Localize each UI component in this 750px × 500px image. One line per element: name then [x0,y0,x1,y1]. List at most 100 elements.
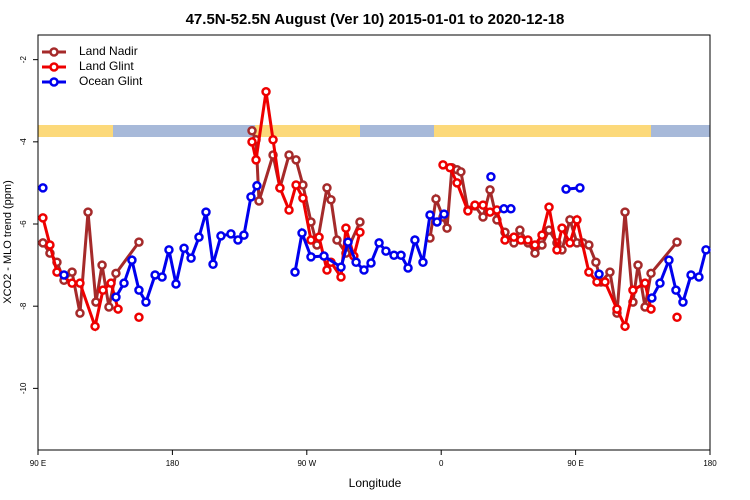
legend-label: Land Glint [79,59,134,73]
series-point [97,260,107,270]
series-point [164,245,174,255]
series-point [612,304,622,314]
series-point [306,235,316,245]
series-point [111,292,121,302]
series-point [592,277,602,287]
series-point [75,278,85,288]
series-line [442,163,653,331]
series-point [552,245,562,255]
series-point [38,183,48,193]
series-point [246,192,256,202]
series-point [620,207,630,217]
series-point [374,238,384,248]
series-point [201,207,211,217]
series-point [403,263,413,273]
y-tick-label: -8 [19,302,28,310]
series-point [119,278,129,288]
series-point [686,270,696,280]
series-point [565,238,575,248]
series-point [664,255,674,265]
series-point [633,260,643,270]
series-point [442,223,452,233]
series-point [326,195,336,205]
series-point [67,278,77,288]
series-point [298,193,308,203]
series-point [98,285,108,295]
x-tick-label: 90 E [30,459,46,468]
series-point [486,172,496,182]
legend-marker [49,77,59,87]
series-point [247,125,257,136]
series-point [605,267,615,277]
series-point [445,162,455,173]
series-point [620,321,630,332]
series-point [591,257,601,267]
series-point [343,237,353,247]
series-point [284,150,294,160]
series-point [111,268,121,279]
series-point [355,227,365,237]
series-point [646,268,656,279]
series-point [336,262,346,272]
series-point [351,257,361,267]
legend-marker [49,47,59,57]
series-point [381,246,391,256]
series-point [252,181,262,191]
series-point [290,267,300,277]
series-point [251,155,261,165]
series-point [134,285,144,295]
series-point [261,86,271,97]
series-point [678,297,688,307]
series-point [515,225,525,235]
series-point [134,237,144,247]
x-tick-label: 180 [166,459,180,468]
series-point [456,167,466,177]
series-point [291,155,301,165]
series-point [366,258,376,268]
legend-label: Land Nadir [79,44,138,58]
series-point [647,293,657,303]
x-tick-label: 90 W [297,459,316,468]
series-point [425,210,435,220]
y-tick-label: -10 [19,382,28,394]
series-point [561,184,571,194]
series-point [584,240,594,250]
series-point [530,240,540,250]
series-point [179,243,189,254]
series-point [410,235,420,245]
series-point [291,180,301,190]
series-point [600,277,610,287]
series-point [45,240,55,250]
series-point [319,251,329,261]
plot-frame [37,34,711,451]
legend-marker [49,62,59,72]
series-point [113,304,123,314]
series-point [640,278,650,288]
series-point [355,217,365,227]
series-point [127,255,137,265]
series-point [104,302,114,312]
series-point [239,230,249,240]
series-point [701,245,711,255]
series-point [671,285,681,295]
series-point [59,270,69,280]
series-point [557,223,567,233]
y-axis-label: XCO2 - MLO trend (ppm) [2,180,14,303]
x-axis-label: Longitude [349,476,402,490]
series-point [470,200,480,210]
series-point [332,235,342,245]
series-point [268,135,278,145]
series-point [431,194,441,204]
series-point [186,253,196,263]
series-point [341,223,351,233]
series-point [38,213,48,223]
series-point [418,257,428,267]
series-point [208,259,218,270]
series-point [67,267,77,277]
series-point [247,137,257,147]
series-point [694,272,704,282]
series-point [530,248,540,258]
series-point [284,205,294,215]
series-point [157,272,167,282]
series-point [322,265,332,275]
